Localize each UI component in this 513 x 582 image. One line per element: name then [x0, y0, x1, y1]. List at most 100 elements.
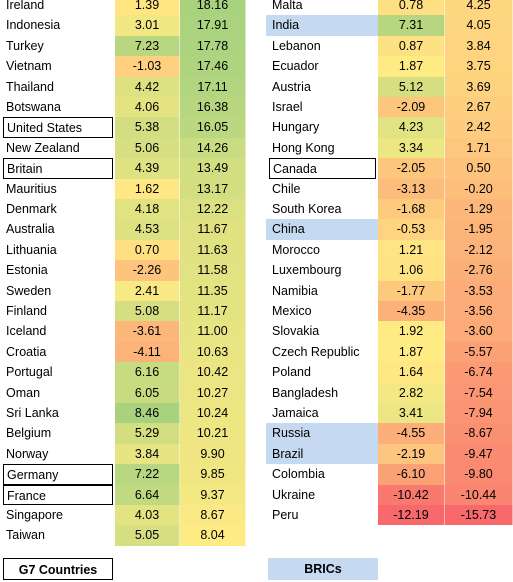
value-b: 16.05 — [180, 117, 246, 138]
country: Turkey — [6, 38, 44, 53]
value-b: 18.16 — [180, 0, 246, 16]
country: Israel — [272, 100, 303, 114]
country: Taiwan — [6, 528, 45, 543]
value-a: 2.82 — [378, 382, 445, 403]
country: Ecuador — [272, 59, 319, 74]
value-b: -15.73 — [445, 505, 513, 526]
value-a: -0.53 — [378, 219, 445, 240]
value-a: 4.18 — [115, 199, 180, 220]
country: Botswana — [6, 100, 61, 114]
value-b: 4.05 — [445, 15, 513, 36]
country: Russia — [266, 423, 378, 444]
country: Germany — [3, 464, 113, 485]
value-a: 4.23 — [378, 117, 445, 138]
value-a: 4.06 — [115, 97, 180, 118]
country: Malta — [272, 0, 303, 12]
value-b: -0.20 — [445, 178, 513, 199]
value-b: 13.17 — [180, 178, 246, 199]
value-a: -2.05 — [378, 158, 445, 179]
value-a: 1.87 — [378, 341, 445, 363]
value-a: 4.39 — [115, 158, 180, 179]
value-b: 17.91 — [180, 15, 246, 36]
value-a: -3.13 — [378, 178, 445, 199]
value-a: -2.09 — [378, 97, 445, 118]
value-b: 3.84 — [445, 35, 513, 57]
country: Croatia — [6, 344, 47, 359]
country: Austria — [272, 79, 311, 94]
value-a: 3.84 — [115, 443, 180, 465]
country: United States — [3, 117, 113, 138]
value-b: -3.53 — [445, 280, 513, 301]
country: Sweden — [6, 283, 52, 298]
country: Vietnam — [6, 59, 52, 74]
value-b: -2.76 — [445, 260, 513, 281]
value-a: -3.61 — [115, 321, 180, 342]
country: Ukraine — [272, 487, 316, 502]
value-b: 9.37 — [180, 484, 246, 505]
country: Singapore — [6, 508, 63, 522]
country: Hungary — [272, 120, 320, 135]
value-a: -2.26 — [115, 260, 180, 281]
country: Portugal — [6, 365, 53, 380]
value-b: 17.46 — [180, 56, 246, 77]
country: India — [266, 15, 378, 36]
value-b: -7.94 — [445, 403, 513, 424]
country: Luxembourg — [272, 263, 342, 278]
country: Finland — [6, 304, 47, 318]
value-b: 12.22 — [180, 199, 246, 220]
value-a: 5.06 — [115, 137, 180, 159]
value-b: 10.21 — [180, 423, 246, 444]
value-a: 1.21 — [378, 239, 445, 261]
value-a: 5.05 — [115, 525, 180, 546]
value-a: -12.19 — [378, 505, 445, 526]
value-a: 7.23 — [115, 35, 180, 57]
value-b: 10.63 — [180, 341, 246, 363]
country: Indonesia — [6, 18, 61, 33]
value-b: 2.42 — [445, 117, 513, 138]
value-b: 4.25 — [445, 0, 513, 16]
country: Brazil — [266, 443, 378, 465]
value-b: -10.44 — [445, 484, 513, 505]
value-a: 5.29 — [115, 423, 180, 444]
value-b: 10.27 — [180, 382, 246, 403]
value-b: 3.69 — [445, 76, 513, 97]
legend-item: BRICs — [268, 558, 378, 580]
country: Slovakia — [272, 324, 320, 339]
value-a: 4.03 — [115, 505, 180, 526]
value-b: 10.42 — [180, 362, 246, 383]
value-b: 1.71 — [445, 137, 513, 159]
country: Morocco — [272, 242, 320, 257]
value-a: 1.64 — [378, 362, 445, 383]
value-b: -3.60 — [445, 321, 513, 342]
value-a: 1.87 — [378, 56, 445, 77]
value-a: -6.10 — [378, 464, 445, 485]
country: Australia — [6, 222, 55, 237]
country: Czech Republic — [272, 344, 360, 359]
country: Peru — [272, 508, 299, 522]
value-a: 1.06 — [378, 260, 445, 281]
country: Lebanon — [272, 38, 321, 53]
value-a: 0.87 — [378, 35, 445, 57]
value-b: -1.29 — [445, 199, 513, 220]
value-b: 10.24 — [180, 403, 246, 424]
country: Colombia — [272, 467, 325, 482]
value-b: 9.85 — [180, 464, 246, 485]
country: Hong Kong — [272, 140, 335, 155]
value-a: 1.39 — [115, 0, 180, 16]
country: Mauritius — [6, 181, 57, 196]
value-b: 17.78 — [180, 35, 246, 57]
value-a: 3.41 — [378, 403, 445, 424]
value-b: 0.50 — [445, 158, 513, 179]
value-a: 3.34 — [378, 137, 445, 159]
value-b: -9.80 — [445, 464, 513, 485]
country: Lithuania — [6, 242, 57, 257]
value-a: -4.11 — [115, 341, 180, 363]
value-b: -8.67 — [445, 423, 513, 444]
value-b: 11.00 — [180, 321, 246, 342]
value-b: 8.67 — [180, 505, 246, 526]
country: Britain — [3, 158, 113, 179]
value-a: 6.05 — [115, 382, 180, 403]
country: Oman — [6, 385, 41, 400]
country: China — [266, 219, 378, 240]
